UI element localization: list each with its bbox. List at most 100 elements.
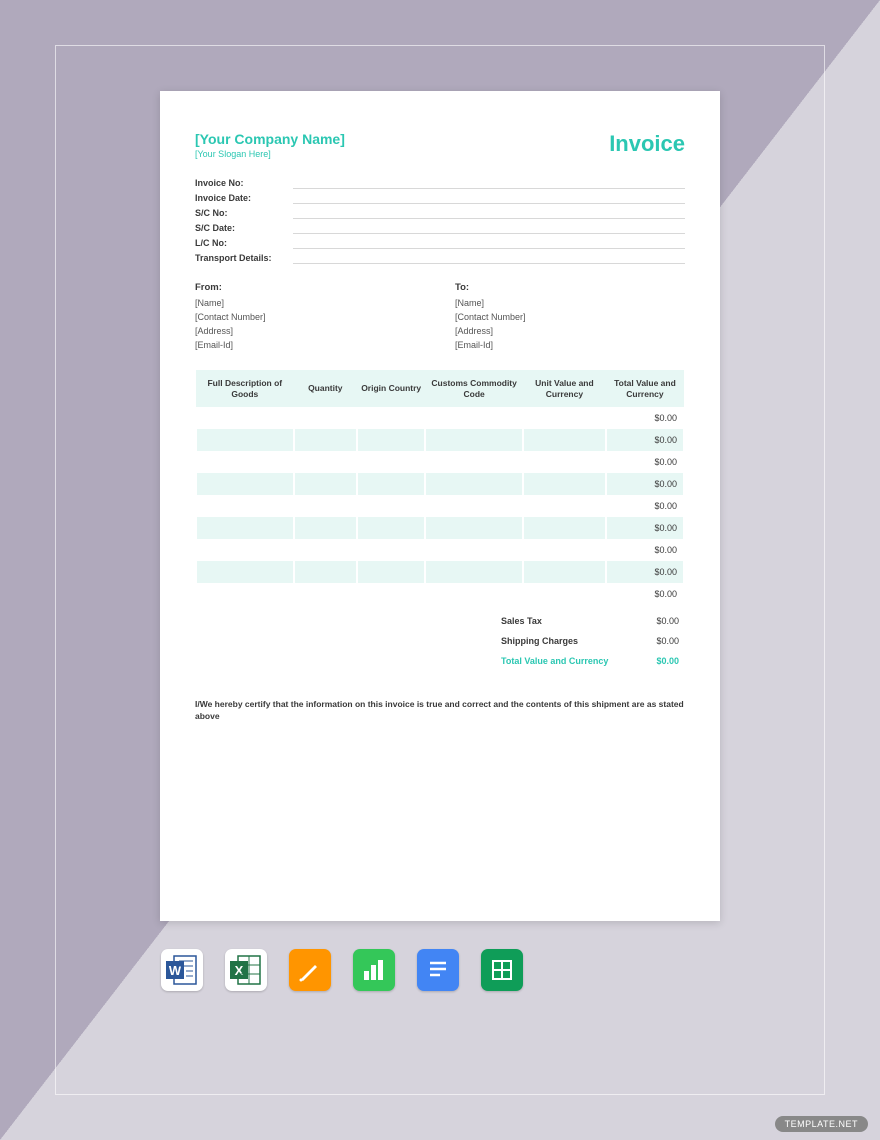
col-header: Total Value and Currency [606, 370, 684, 407]
table-cell [196, 517, 294, 539]
shipping-value: $0.00 [621, 636, 679, 646]
table-cell [523, 583, 606, 605]
table-cell [294, 473, 357, 495]
table-cell [357, 473, 425, 495]
table-row: $0.00 [196, 407, 684, 429]
table-cell [294, 407, 357, 429]
table-cell [294, 517, 357, 539]
table-cell [425, 517, 523, 539]
to-line: [Name] [455, 298, 685, 308]
table-cell [196, 473, 294, 495]
col-header: Customs Commodity Code [425, 370, 523, 407]
meta-row: S/C No: [195, 207, 685, 219]
to-line: [Address] [455, 326, 685, 336]
company-name: [Your Company Name] [195, 131, 345, 147]
meta-label: Transport Details: [195, 253, 293, 263]
table-cell: $0.00 [606, 407, 684, 429]
col-header: Unit Value and Currency [523, 370, 606, 407]
gsheets-icon[interactable] [481, 949, 523, 991]
watermark-badge: TEMPLATE.NET [775, 1116, 868, 1132]
table-cell: $0.00 [606, 539, 684, 561]
table-cell [294, 495, 357, 517]
numbers-icon[interactable] [353, 949, 395, 991]
totals-section: Sales Tax $0.00 Shipping Charges $0.00 T… [195, 611, 685, 671]
table-cell: $0.00 [606, 473, 684, 495]
from-line: [Name] [195, 298, 425, 308]
document-header: [Your Company Name] [Your Slogan Here] I… [195, 131, 685, 159]
line-items-table: Full Description of Goods Quantity Origi… [195, 370, 685, 605]
table-cell [523, 495, 606, 517]
table-cell [357, 451, 425, 473]
table-row: $0.00 [196, 429, 684, 451]
meta-line [293, 192, 685, 204]
company-slogan: [Your Slogan Here] [195, 149, 345, 159]
table-cell [357, 495, 425, 517]
table-cell [425, 583, 523, 605]
to-column: To: [Name] [Contact Number] [Address] [E… [455, 282, 685, 354]
col-header: Quantity [294, 370, 357, 407]
table-cell [357, 539, 425, 561]
table-cell [294, 583, 357, 605]
to-line: [Email-Id] [455, 340, 685, 350]
pages-icon[interactable] [289, 949, 331, 991]
meta-line [293, 207, 685, 219]
table-cell [196, 451, 294, 473]
table-cell [523, 407, 606, 429]
table-row: $0.00 [196, 583, 684, 605]
table-row: $0.00 [196, 539, 684, 561]
table-cell [425, 473, 523, 495]
word-icon[interactable]: W [161, 949, 203, 991]
table-row: $0.00 [196, 517, 684, 539]
totals-row: Shipping Charges $0.00 [195, 631, 685, 651]
gdocs-icon[interactable] [417, 949, 459, 991]
grand-total-value: $0.00 [621, 656, 679, 666]
meta-section: Invoice No: Invoice Date: S/C No: S/C Da… [195, 177, 685, 264]
excel-icon[interactable]: X [225, 949, 267, 991]
table-cell [294, 539, 357, 561]
table-cell: $0.00 [606, 517, 684, 539]
table-cell [196, 407, 294, 429]
table-cell [523, 561, 606, 583]
table-row: $0.00 [196, 495, 684, 517]
table-cell [523, 517, 606, 539]
meta-label: Invoice No: [195, 178, 293, 188]
table-cell [196, 583, 294, 605]
table-cell [357, 407, 425, 429]
table-cell [523, 473, 606, 495]
sales-tax-value: $0.00 [621, 616, 679, 626]
table-cell [425, 495, 523, 517]
grand-total-label: Total Value and Currency [501, 656, 621, 666]
meta-line [293, 177, 685, 189]
totals-row-final: Total Value and Currency $0.00 [195, 651, 685, 671]
table-cell [357, 517, 425, 539]
totals-row: Sales Tax $0.00 [195, 611, 685, 631]
table-cell [523, 429, 606, 451]
table-row: $0.00 [196, 561, 684, 583]
meta-row: S/C Date: [195, 222, 685, 234]
from-line: [Contact Number] [195, 312, 425, 322]
to-line: [Contact Number] [455, 312, 685, 322]
invoice-document: [Your Company Name] [Your Slogan Here] I… [160, 91, 720, 921]
table-row: $0.00 [196, 473, 684, 495]
table-cell [196, 539, 294, 561]
to-heading: To: [455, 282, 685, 293]
table-cell [294, 451, 357, 473]
table-cell [357, 583, 425, 605]
from-line: [Email-Id] [195, 340, 425, 350]
table-cell [425, 429, 523, 451]
table-cell: $0.00 [606, 451, 684, 473]
meta-label: S/C Date: [195, 223, 293, 233]
table-cell [523, 451, 606, 473]
table-cell: $0.00 [606, 583, 684, 605]
app-icons-row: WX [101, 949, 779, 991]
table-cell [425, 561, 523, 583]
meta-label: L/C No: [195, 238, 293, 248]
meta-line [293, 222, 685, 234]
table-cell [196, 561, 294, 583]
from-column: From: [Name] [Contact Number] [Address] … [195, 282, 425, 354]
meta-label: Invoice Date: [195, 193, 293, 203]
table-cell: $0.00 [606, 429, 684, 451]
table-cell [357, 429, 425, 451]
sales-tax-label: Sales Tax [501, 616, 621, 626]
table-cell: $0.00 [606, 561, 684, 583]
